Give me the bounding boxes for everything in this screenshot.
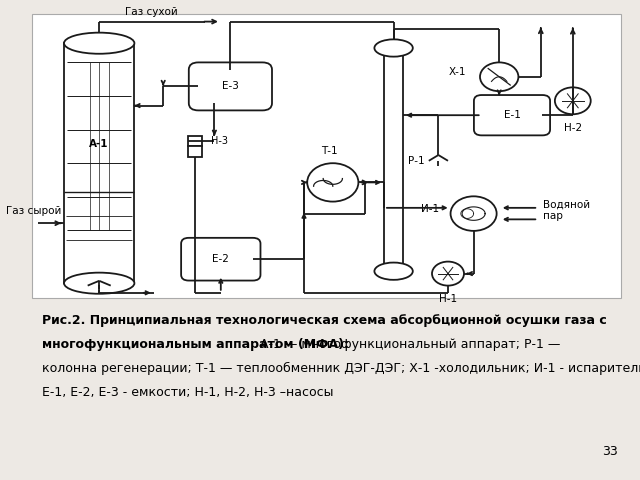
Circle shape (432, 262, 464, 286)
Text: Е-1, Е-2, Е-3 - емкости; Н-1, Н-2, Н-3 –насосы: Е-1, Е-2, Е-3 - емкости; Н-1, Н-2, Н-3 –… (42, 386, 333, 399)
Text: Газ сырой: Газ сырой (6, 206, 62, 216)
Ellipse shape (374, 263, 413, 280)
FancyBboxPatch shape (181, 238, 260, 280)
Circle shape (555, 87, 591, 114)
Text: Е-3: Е-3 (222, 82, 239, 91)
Text: Н-2: Н-2 (564, 123, 582, 133)
Text: Н-1: Н-1 (439, 294, 457, 304)
Text: пар: пар (543, 212, 563, 221)
Text: Газ сухой: Газ сухой (125, 7, 177, 17)
Circle shape (480, 62, 518, 91)
FancyBboxPatch shape (189, 62, 272, 110)
Text: колонна регенерации; Т-1 — теплообменник ДЭГ-ДЭГ; Х-1 -холодильник; И-1 - испари: колонна регенерации; Т-1 — теплообменник… (42, 362, 640, 375)
Text: многофункциональным аппаратом (МФА):: многофункциональным аппаратом (МФА): (42, 338, 349, 351)
Text: Е-2: Е-2 (212, 254, 229, 264)
Ellipse shape (64, 273, 134, 294)
Text: Водяной: Водяной (543, 200, 590, 210)
Ellipse shape (374, 39, 413, 57)
Ellipse shape (64, 33, 134, 54)
Text: Р-1: Р-1 (408, 156, 424, 166)
Text: А-1: А-1 (90, 139, 109, 149)
Text: 33: 33 (602, 445, 618, 458)
Bar (188, 136, 202, 146)
Bar (384, 48, 403, 271)
Bar (32, 14, 621, 298)
Text: И-1: И-1 (421, 204, 439, 214)
Text: Рис.2. Принципиальная технологическая схема абсорбционной осушки газа с: Рис.2. Принципиальная технологическая сх… (42, 314, 606, 327)
Bar (188, 146, 202, 157)
Circle shape (451, 196, 497, 231)
FancyBboxPatch shape (474, 95, 550, 135)
Text: А-1 — многофункциональный аппарат; Р-1 —: А-1 — многофункциональный аппарат; Р-1 — (256, 338, 561, 351)
Text: Х-1: Х-1 (449, 67, 466, 77)
Circle shape (307, 163, 358, 202)
Text: Н-3: Н-3 (211, 136, 228, 146)
Bar (64, 43, 134, 283)
Text: Т-1: Т-1 (321, 146, 338, 156)
Text: Е-1: Е-1 (504, 110, 520, 120)
